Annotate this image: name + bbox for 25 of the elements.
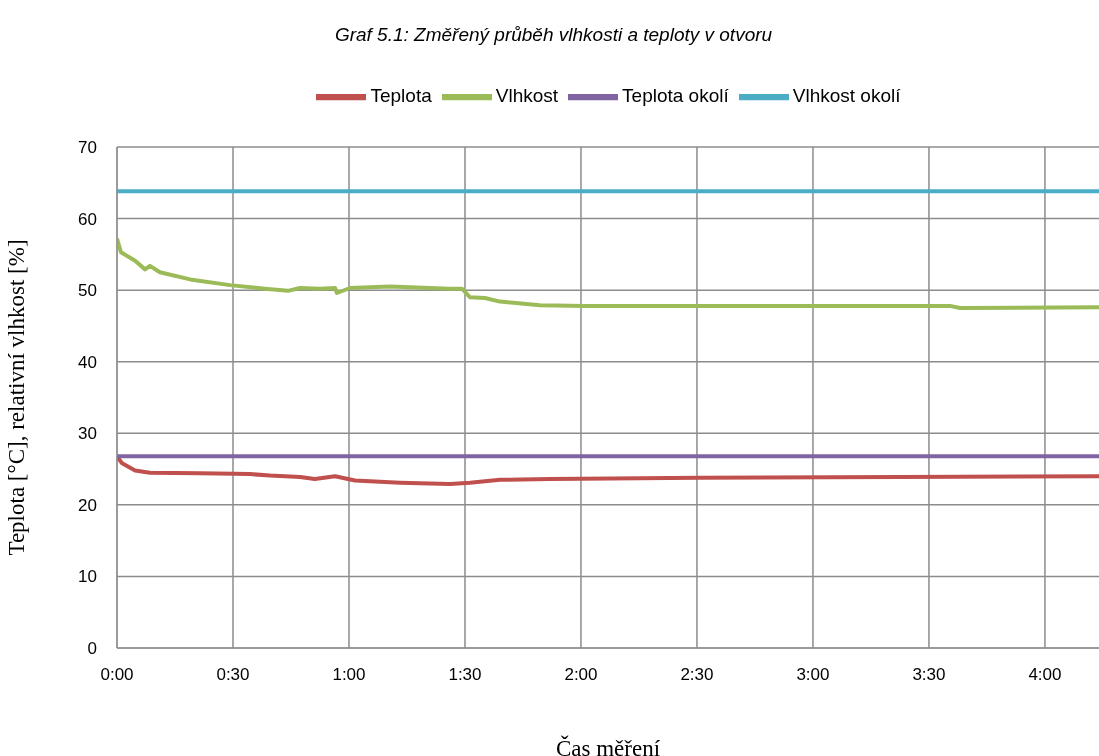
x-tick-label: 4:00	[1028, 665, 1062, 685]
x-tick-label: 3:00	[796, 665, 830, 685]
y-tick-label: 0	[87, 639, 97, 659]
x-tick-label: 2:00	[564, 665, 598, 685]
legend-label: Vlhkost	[495, 85, 559, 107]
legend-label: Teplota	[370, 85, 432, 107]
x-axis-title: Čas měření	[555, 735, 661, 756]
x-tick-label: 3:30	[912, 665, 946, 685]
y-axis-title: Teplota [°C], relativní vlhkost [%]	[4, 239, 30, 556]
chart-title: Graf 5.1: Změřený průběh vlhkosti a teploty v otvoru	[333, 24, 774, 46]
y-tick-label: 40	[78, 352, 97, 372]
x-tick-label: 1:00	[332, 665, 366, 685]
y-tick-label: 30	[78, 424, 97, 444]
y-tick-label: 70	[78, 138, 97, 158]
legend-label: Teplota okolí	[622, 85, 729, 107]
y-tick-label: 20	[78, 495, 97, 515]
x-tick-label: 1:30	[448, 665, 482, 685]
x-tick-label: 2:30	[680, 665, 714, 685]
y-tick-label: 10	[78, 567, 97, 587]
x-tick-label: 0:30	[216, 665, 250, 685]
legend-label: Vlhkost okolí	[792, 85, 901, 107]
y-tick-label: 60	[78, 209, 97, 229]
x-tick-label: 0:00	[100, 665, 134, 685]
y-tick-label: 50	[78, 281, 97, 301]
line-series	[117, 236, 1099, 311]
